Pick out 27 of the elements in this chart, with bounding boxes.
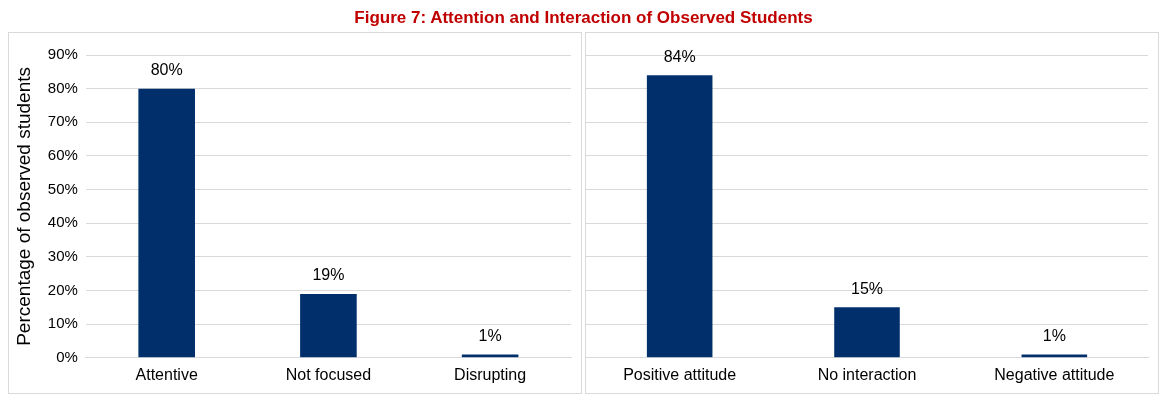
x-tick-label: Attentive: [135, 365, 198, 383]
data-label: 80%: [150, 61, 183, 79]
bar: [138, 88, 195, 358]
x-tick-label: Positive attitude: [623, 365, 737, 383]
data-label: 19%: [312, 266, 345, 284]
y-tick-label: 40%: [47, 213, 78, 231]
y-tick-label: 10%: [47, 314, 78, 332]
data-label: 1%: [478, 326, 502, 344]
y-tick-label: 30%: [47, 247, 78, 265]
bar: [300, 293, 357, 358]
x-tick-label: Negative attitude: [994, 365, 1115, 383]
x-tick-label: Not focused: [285, 365, 372, 383]
data-label: 84%: [663, 47, 696, 65]
x-tick-label: No interaction: [817, 365, 917, 383]
y-tick-label: 80%: [47, 78, 78, 96]
x-tick-label: Disrupting: [454, 365, 527, 383]
y-tick-label: 50%: [47, 179, 78, 197]
y-tick-label: 70%: [47, 112, 78, 130]
y-tick-label: 60%: [47, 146, 78, 164]
y-tick-label: 0%: [56, 347, 78, 365]
y-tick-label: 20%: [47, 280, 78, 298]
data-label: 15%: [850, 279, 884, 297]
chart-title: Figure 7: Attention and Interaction of Observed Students: [353, 8, 814, 28]
y-tick-label: 90%: [47, 45, 78, 63]
bar: [461, 354, 519, 358]
data-label: 1%: [1042, 326, 1066, 344]
y-axis-title: Percentage of observed students: [12, 66, 34, 346]
